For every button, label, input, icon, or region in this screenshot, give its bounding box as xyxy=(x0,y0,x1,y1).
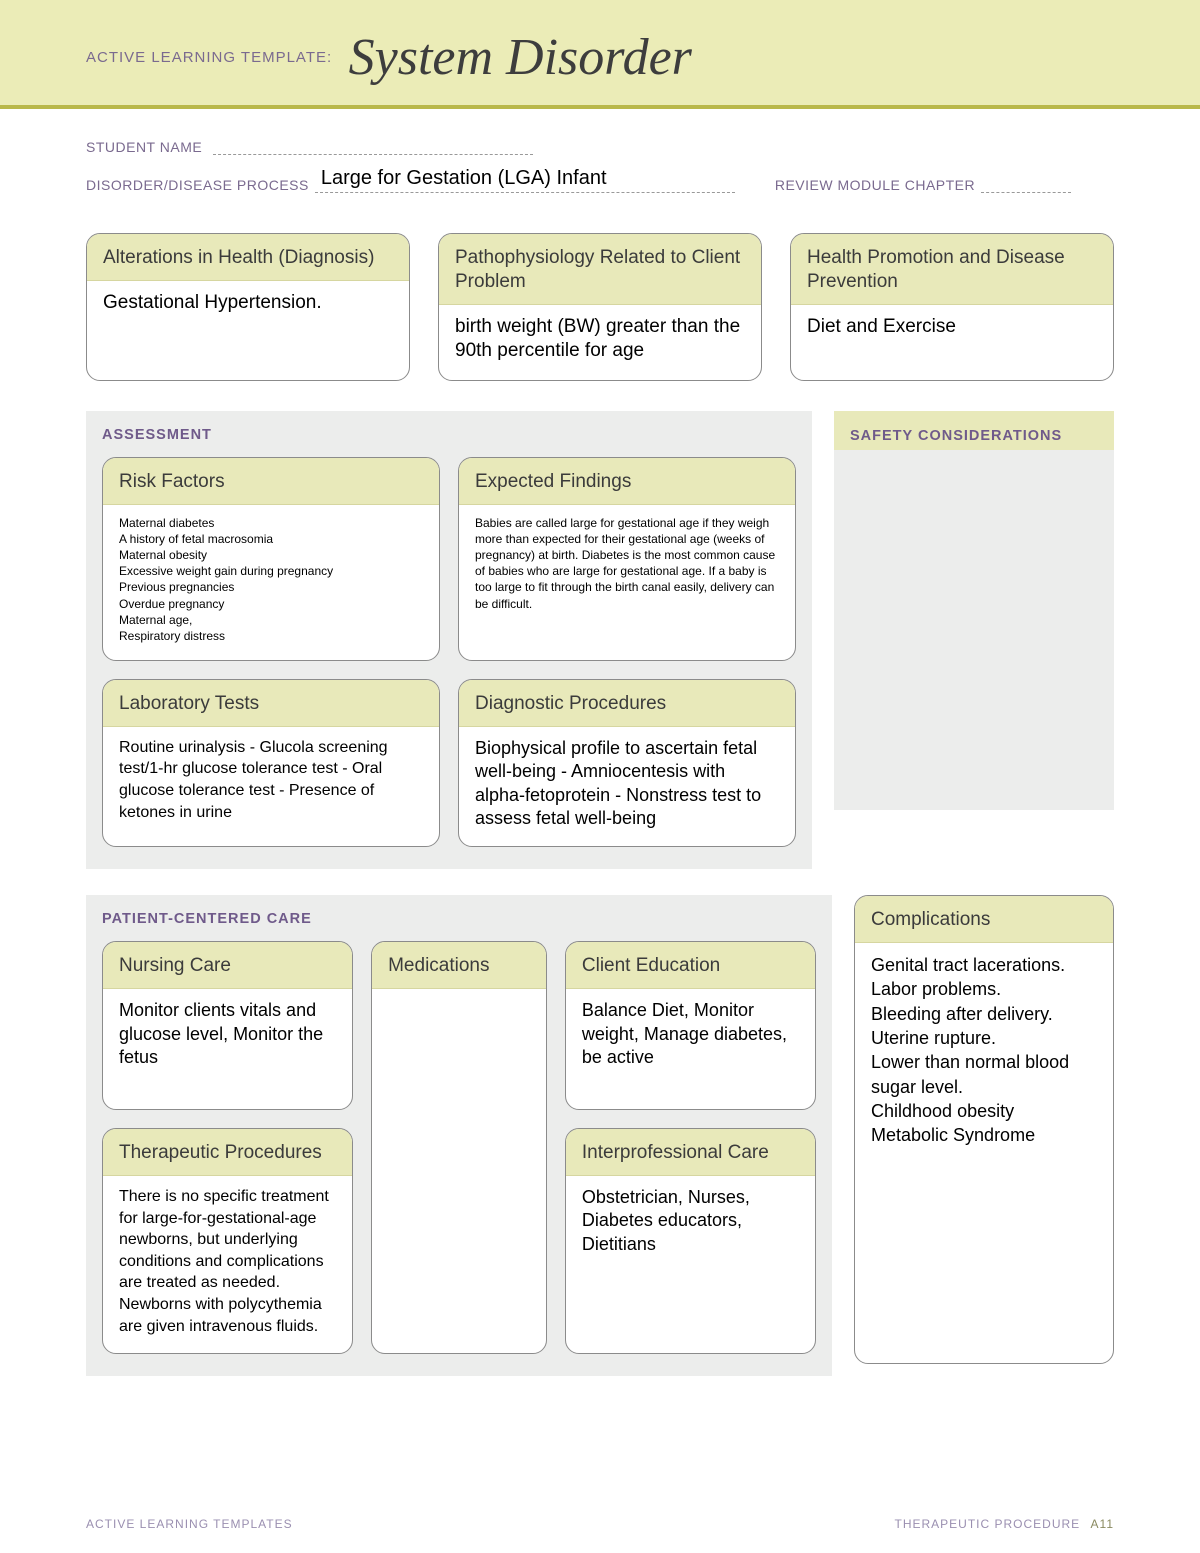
laboratory-tests-body: Routine urinalysis - Glucola screening t… xyxy=(103,727,439,839)
complications-card: Complications Genital tract lacerations.… xyxy=(854,895,1114,1364)
disorder-process-value: Large for Gestation (LGA) Infant xyxy=(315,167,735,193)
student-name-blank xyxy=(213,139,533,155)
diagnostic-procedures-title: Diagnostic Procedures xyxy=(459,680,795,727)
pcc-grid: Nursing Care Monitor clients vitals and … xyxy=(102,941,816,1354)
risk-factors-card: Risk Factors Maternal diabetes A history… xyxy=(102,457,440,661)
pathophysiology-title: Pathophysiology Related to Client Proble… xyxy=(439,234,761,305)
banner-title: System Disorder xyxy=(349,29,692,86)
assessment-section: ASSESSMENT Risk Factors Maternal diabete… xyxy=(86,411,812,870)
nursing-care-card: Nursing Care Monitor clients vitals and … xyxy=(102,941,353,1110)
footer-right-text: THERAPEUTIC PROCEDURE xyxy=(895,1517,1081,1531)
therapeutic-procedures-body: There is no specific treatment for large… xyxy=(103,1176,352,1353)
footer-right: THERAPEUTIC PROCEDURE A11 xyxy=(895,1517,1115,1531)
diagnostic-procedures-body: Biophysical profile to ascertain fetal w… xyxy=(459,727,795,847)
footer-page-number: A11 xyxy=(1091,1517,1114,1531)
pcc-title: PATIENT-CENTERED CARE xyxy=(102,911,816,927)
client-education-card: Client Education Balance Diet, Monitor w… xyxy=(565,941,816,1110)
alterations-body: Gestational Hypertension. xyxy=(87,281,409,351)
review-chapter-field: REVIEW MODULE CHAPTER xyxy=(775,177,1071,193)
expected-findings-title: Expected Findings xyxy=(459,458,795,505)
student-name-row: STUDENT NAME xyxy=(86,139,1114,155)
review-chapter-blank xyxy=(981,177,1071,193)
pcc-complications-row: PATIENT-CENTERED CARE Nursing Care Monit… xyxy=(86,895,1114,1376)
assessment-title: ASSESSMENT xyxy=(102,427,796,443)
alterations-title: Alterations in Health (Diagnosis) xyxy=(87,234,409,281)
client-education-title: Client Education xyxy=(566,942,815,989)
spacer xyxy=(86,869,1114,895)
diagnostic-procedures-card: Diagnostic Procedures Biophysical profil… xyxy=(458,679,796,847)
content-area: STUDENT NAME DISORDER/DISEASE PROCESS La… xyxy=(0,109,1200,1376)
assessment-grid: Risk Factors Maternal diabetes A history… xyxy=(102,457,796,848)
safety-title: SAFETY CONSIDERATIONS xyxy=(834,411,1114,450)
expected-findings-body: Babies are called large for gestational … xyxy=(459,505,795,628)
health-promotion-title: Health Promotion and Disease Prevention xyxy=(791,234,1113,305)
student-name-label: STUDENT NAME xyxy=(86,139,202,155)
therapeutic-procedures-card: Therapeutic Procedures There is no speci… xyxy=(102,1128,353,1354)
review-chapter-label: REVIEW MODULE CHAPTER xyxy=(775,177,975,193)
medications-body xyxy=(372,989,546,1329)
banner-prefix: ACTIVE LEARNING TEMPLATE: xyxy=(86,49,332,66)
therapeutic-procedures-title: Therapeutic Procedures xyxy=(103,1129,352,1176)
disorder-process-field: DISORDER/DISEASE PROCESS Large for Gesta… xyxy=(86,167,735,193)
footer-left: ACTIVE LEARNING TEMPLATES xyxy=(86,1517,293,1531)
pcc-section: PATIENT-CENTERED CARE Nursing Care Monit… xyxy=(86,895,832,1376)
pathophysiology-body: birth weight (BW) greater than the 90th … xyxy=(439,305,761,380)
page: ACTIVE LEARNING TEMPLATE: System Disorde… xyxy=(0,0,1200,1553)
laboratory-tests-title: Laboratory Tests xyxy=(103,680,439,727)
footer: ACTIVE LEARNING TEMPLATES THERAPEUTIC PR… xyxy=(86,1517,1114,1531)
medications-title: Medications xyxy=(372,942,546,989)
safety-body xyxy=(834,450,1114,810)
assessment-safety-row: ASSESSMENT Risk Factors Maternal diabete… xyxy=(86,411,1114,870)
risk-factors-body: Maternal diabetes A history of fetal mac… xyxy=(103,505,439,661)
interprofessional-care-card: Interprofessional Care Obstetrician, Nur… xyxy=(565,1128,816,1354)
health-promotion-body: Diet and Exercise xyxy=(791,305,1113,375)
expected-findings-card: Expected Findings Babies are called larg… xyxy=(458,457,796,661)
health-promotion-card: Health Promotion and Disease Prevention … xyxy=(790,233,1114,381)
disorder-process-label: DISORDER/DISEASE PROCESS xyxy=(86,177,309,193)
interprofessional-care-title: Interprofessional Care xyxy=(566,1129,815,1176)
nursing-care-title: Nursing Care xyxy=(103,942,352,989)
banner: ACTIVE LEARNING TEMPLATE: System Disorde… xyxy=(0,0,1200,109)
nursing-care-body: Monitor clients vitals and glucose level… xyxy=(103,989,352,1109)
alterations-card: Alterations in Health (Diagnosis) Gestat… xyxy=(86,233,410,381)
complications-title: Complications xyxy=(855,896,1113,943)
risk-factors-title: Risk Factors xyxy=(103,458,439,505)
medications-card: Medications xyxy=(371,941,547,1354)
pathophysiology-card: Pathophysiology Related to Client Proble… xyxy=(438,233,762,381)
laboratory-tests-card: Laboratory Tests Routine urinalysis - Gl… xyxy=(102,679,440,847)
interprofessional-care-body: Obstetrician, Nurses, Diabetes educators… xyxy=(566,1176,815,1316)
disorder-review-row: DISORDER/DISEASE PROCESS Large for Gesta… xyxy=(86,167,1114,193)
safety-section: SAFETY CONSIDERATIONS xyxy=(834,411,1114,870)
client-education-body: Balance Diet, Monitor weight, Manage dia… xyxy=(566,989,815,1109)
complications-body: Genital tract lacerations. Labor problem… xyxy=(855,943,1113,1363)
top-card-row: Alterations in Health (Diagnosis) Gestat… xyxy=(86,233,1114,381)
